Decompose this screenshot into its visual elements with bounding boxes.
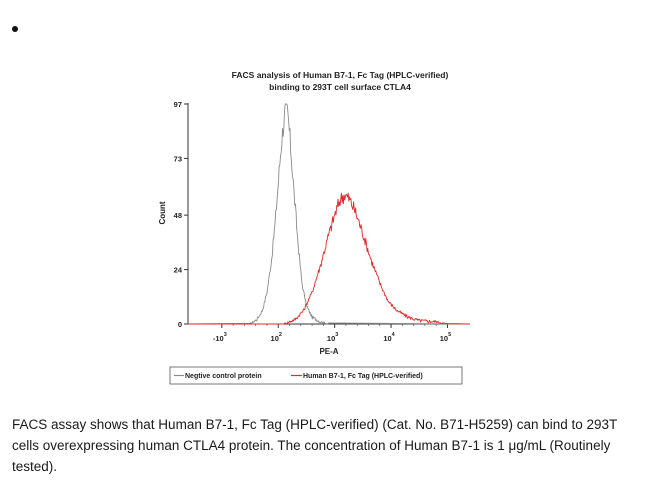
series-line-1 (188, 192, 471, 325)
y-tick-label: 24 (174, 266, 183, 275)
plot-area: 0 24 48 73 97 -103 102 103 104 105 (174, 100, 471, 343)
series-layer (187, 103, 471, 325)
bullet (12, 26, 18, 32)
legend-box (169, 366, 463, 385)
x-tick-label: 103 (327, 332, 338, 343)
x-tick-label: -103 (213, 332, 227, 343)
y-tick-label: 97 (174, 100, 182, 109)
y-tick-label: 48 (174, 211, 182, 220)
y-ticks: 0 24 48 73 97 (174, 100, 188, 329)
series-line-0 (187, 103, 471, 325)
chart-title-line-1: FACS analysis of Human B7-1, Fc Tag (HPL… (232, 70, 449, 80)
x-tick-label: 102 (271, 332, 282, 343)
x-tick-label: 105 (440, 332, 451, 343)
x-ticks: -103 102 103 104 105 (213, 324, 451, 343)
y-tick-label: 0 (178, 320, 182, 329)
figure-caption: FACS assay shows that Human B7-1, Fc Tag… (12, 417, 618, 474)
chart-title-line-2: binding to 293T cell surface CTLA4 (269, 82, 411, 92)
x-axis-label: PE-A (319, 347, 338, 356)
legend-label-negative-control: Negtive control protein (185, 373, 262, 380)
legend: Negtive control protein Human B7-1, Fc T… (169, 366, 463, 385)
y-tick-label: 73 (174, 154, 182, 163)
legend-label-human-b7-1: Human B7-1, Fc Tag (HPLC-verified) (303, 373, 423, 380)
x-tick-label: 104 (383, 332, 395, 343)
y-axis-label: Count (158, 201, 167, 224)
facs-histogram-chart: FACS analysis of Human B7-1, Fc Tag (HPL… (158, 70, 471, 385)
